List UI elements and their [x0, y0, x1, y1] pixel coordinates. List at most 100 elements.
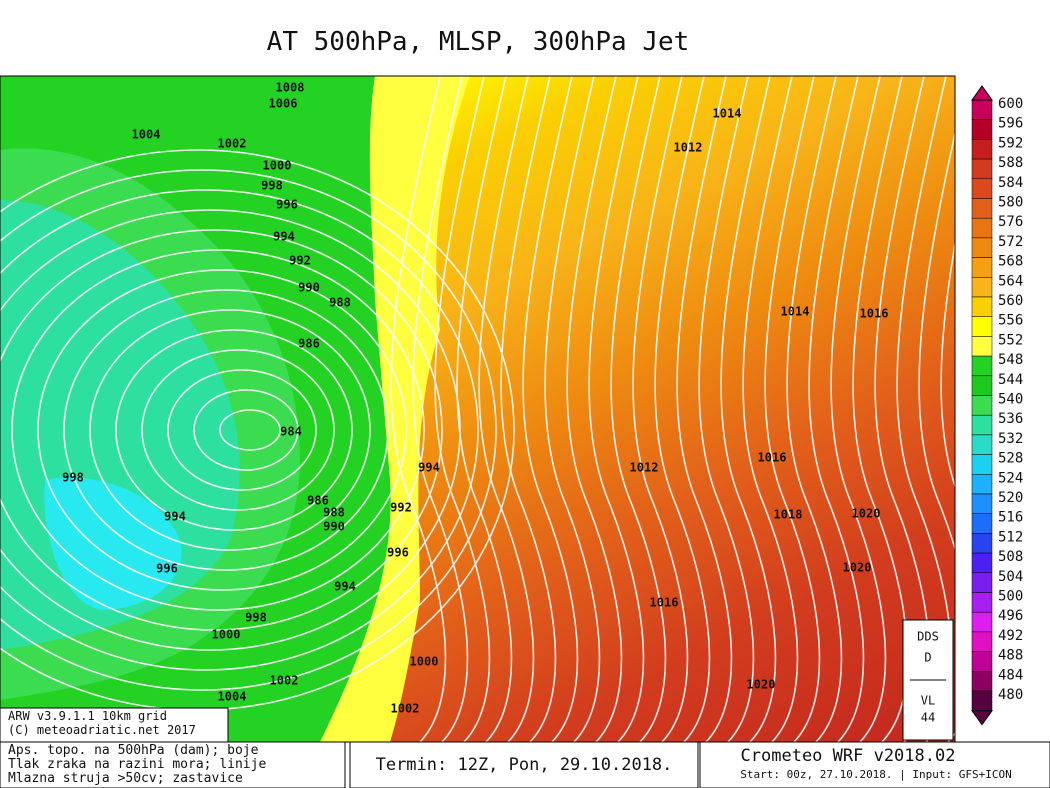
level-label: 484	[998, 667, 1023, 683]
isobar	[456, 76, 513, 742]
level-label: 500	[998, 589, 1023, 605]
isobar	[37, 269, 407, 591]
isobar-label: 1012	[674, 141, 703, 155]
color-swatch	[971, 533, 993, 554]
isobar	[588, 76, 645, 742]
isobar-label: 1004	[218, 690, 247, 704]
isobar	[0, 169, 497, 691]
level-label: 600	[998, 96, 1023, 112]
level-label: 576	[998, 214, 1023, 230]
title: AT 500hPa, MLSP, 300hPa Jet	[267, 27, 690, 57]
isobar	[654, 76, 711, 742]
color-swatch	[971, 513, 993, 534]
desc: Tlak zraka na razini mora; linije	[8, 757, 266, 772]
color-swatch	[971, 336, 993, 357]
isobar	[0, 189, 479, 671]
isobar-label: 1016	[860, 307, 889, 321]
isobar	[544, 76, 601, 742]
level-label: 492	[998, 628, 1023, 644]
isobar	[219, 409, 281, 451]
level-label: 592	[998, 135, 1023, 151]
color-swatch	[971, 237, 993, 258]
level-label: 596	[998, 116, 1023, 132]
info-line: VL	[921, 694, 935, 708]
isobar	[390, 76, 447, 742]
level-label: 524	[998, 470, 1023, 486]
level-label: 548	[998, 352, 1023, 368]
color-swatch	[971, 178, 993, 199]
color-swatch	[971, 572, 993, 593]
isobar	[89, 309, 371, 551]
level-label: 560	[998, 293, 1023, 309]
isobar	[63, 289, 389, 571]
desc-box	[0, 741, 346, 788]
isobar	[115, 329, 353, 531]
desc: Mlazna struja >50cv; zastavice	[8, 771, 243, 786]
isobar	[632, 76, 689, 742]
isobar-label: 994	[273, 230, 295, 244]
isobar-label: 1002	[391, 702, 420, 716]
isobar-label: 1016	[650, 596, 679, 610]
level-label: 584	[998, 175, 1023, 191]
level-label: 528	[998, 451, 1023, 467]
level-label: 580	[998, 195, 1023, 211]
isobar	[141, 349, 335, 511]
isobar-label: 984	[280, 425, 302, 439]
isobar	[0, 229, 443, 631]
isobar-label: 992	[289, 254, 311, 268]
level-label: 496	[998, 608, 1023, 624]
info-line: D	[924, 651, 931, 665]
color-swatch	[971, 198, 993, 219]
level-label: 488	[998, 648, 1023, 664]
isobar	[698, 76, 755, 742]
level-label: 520	[998, 490, 1023, 506]
model-box	[0, 707, 229, 743]
isobar	[720, 76, 777, 742]
isobar-label: 996	[276, 198, 298, 212]
level-label: 504	[998, 569, 1023, 585]
isobar-label: 1008	[276, 81, 305, 95]
info-line: DDS	[917, 630, 939, 644]
term-box	[349, 741, 699, 788]
isobar	[167, 369, 317, 491]
map: 1008100610041002100099899699499299098898…	[0, 76, 955, 742]
color-swatch	[971, 316, 993, 337]
desc: Aps. topo. na 500hPa (dam); boje	[8, 743, 259, 758]
color-swatch	[971, 375, 993, 396]
level-label: 516	[998, 510, 1023, 526]
color-swatch	[971, 474, 993, 495]
isobar-label: 1020	[747, 678, 776, 692]
isobar	[918, 129, 955, 742]
color-swatch	[971, 217, 993, 239]
term: Termin: 12Z, Pon, 29.10.2018.	[376, 755, 673, 775]
color-swatch	[971, 611, 993, 633]
isobar-label: 994	[418, 461, 440, 475]
isobar	[764, 76, 821, 742]
model: ARW v3.9.1.1 10km grid	[8, 709, 167, 723]
isobar	[434, 76, 491, 742]
level-label: 536	[998, 411, 1023, 427]
color-swatch	[971, 454, 993, 475]
level-label: 556	[998, 313, 1023, 329]
isobar-label: 990	[298, 281, 320, 295]
isobar-label: 1000	[410, 655, 439, 669]
info-text: DDS D VL 44	[917, 630, 939, 725]
isobar	[11, 249, 425, 611]
isobar-label: 998	[245, 611, 267, 625]
color-swatch	[971, 257, 993, 278]
color-swatch	[971, 631, 993, 652]
colorbar-bottom	[971, 710, 993, 726]
level-label: 512	[998, 529, 1023, 545]
color-swatch	[971, 296, 993, 317]
color-swatch	[971, 99, 993, 120]
isobars	[0, 76, 955, 742]
isobar	[193, 389, 299, 471]
color-swatch	[971, 651, 993, 672]
isobar-label: 1002	[218, 137, 247, 151]
isobar	[500, 76, 557, 742]
colorbar-top	[971, 85, 993, 101]
isobar-label: 1006	[269, 97, 298, 111]
brand: Crometeo WRF v2018.02	[741, 746, 956, 766]
color-swatch	[971, 434, 993, 455]
